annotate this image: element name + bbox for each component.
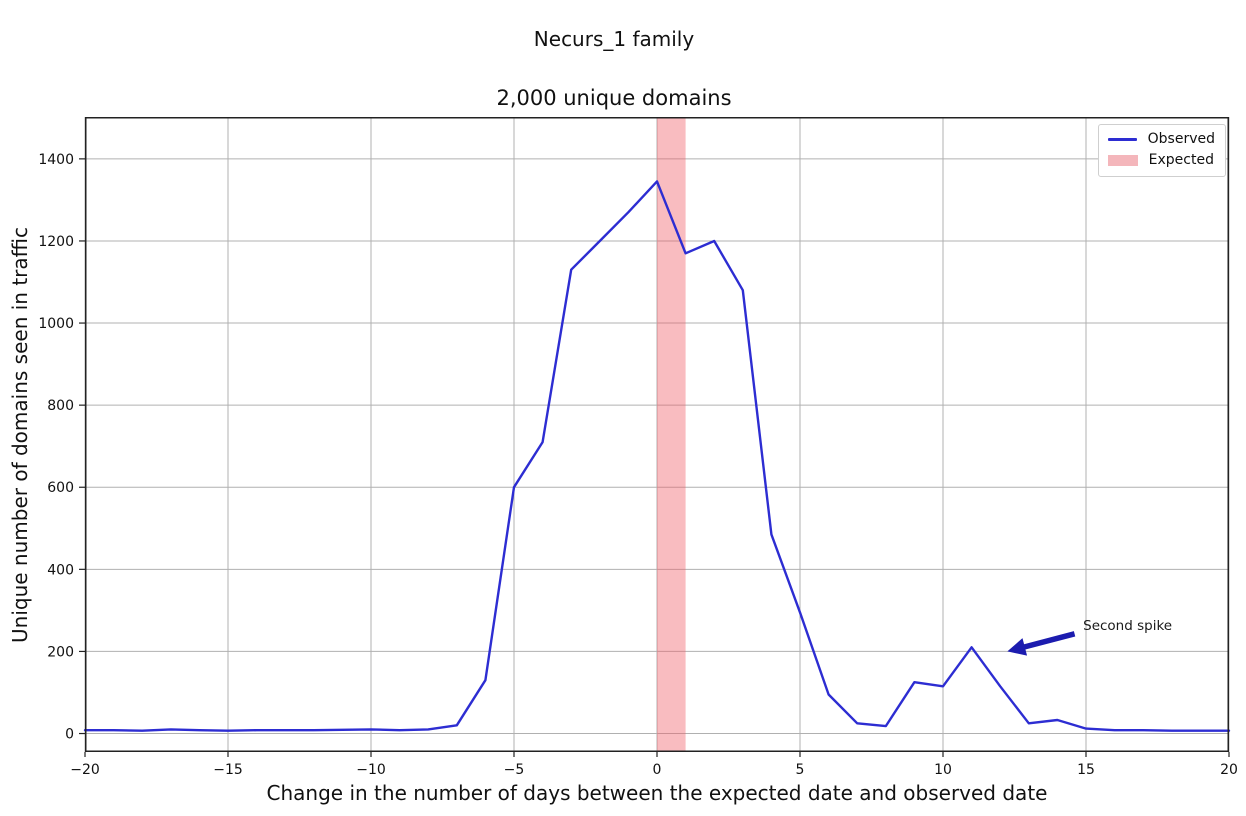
- legend-label-expected: Expected: [1148, 152, 1214, 168]
- x-tick-label: 10: [934, 762, 952, 778]
- y-tick-label: 800: [47, 398, 74, 414]
- legend-entry-observed: Observed: [1107, 131, 1215, 147]
- expected-band: [657, 117, 686, 752]
- x-axis-label: Change in the number of days between the…: [266, 781, 1048, 805]
- observed-line: [83, 180, 1231, 732]
- axes-title: 2,000 unique domains: [496, 86, 732, 110]
- legend-entry-expected: Expected: [1107, 152, 1215, 168]
- y-tick-label: 1200: [38, 234, 74, 250]
- x-tick-label: −15: [213, 762, 243, 778]
- y-tick-label: 600: [47, 480, 74, 496]
- annotation-arrow-head: [1007, 638, 1028, 656]
- legend: Observed Expected: [1097, 124, 1226, 177]
- x-tick-label: −5: [504, 762, 525, 778]
- x-tick-label: −10: [356, 762, 386, 778]
- x-tick-label: −20: [70, 762, 100, 778]
- x-tick-label: 0: [653, 762, 662, 778]
- x-tick-label: 20: [1220, 762, 1238, 778]
- legend-label-observed: Observed: [1147, 131, 1215, 147]
- x-tick-label: 15: [1077, 762, 1095, 778]
- chart-canvas: Second spike−20 −15 −10 −5 0 5 10 15 20020040060…: [38, 117, 1238, 778]
- expected-patch-swatch: [1107, 155, 1138, 166]
- observed-line-swatch: [1107, 138, 1137, 141]
- y-tick-label: 200: [47, 644, 74, 660]
- figure-suptitle: Necurs_1 family: [533, 27, 695, 51]
- plot-spines: [85, 117, 1229, 752]
- y-axis-label: Unique number of domains seen in traffic: [8, 227, 32, 643]
- x-tick-label: 5: [796, 762, 805, 778]
- annotation-arrow-shaft: [1021, 631, 1076, 651]
- plot-area: Second spike −20 −15 −10 −5 0 5 10 15 20 0 200 400 60…: [38, 117, 1238, 778]
- y-tick-label: 0: [65, 727, 74, 743]
- y-tick-label: 1000: [38, 316, 74, 332]
- annotation-text: Second spike: [1083, 618, 1172, 634]
- y-tick-label: 1400: [38, 152, 74, 168]
- y-tick-label: 400: [47, 562, 74, 578]
